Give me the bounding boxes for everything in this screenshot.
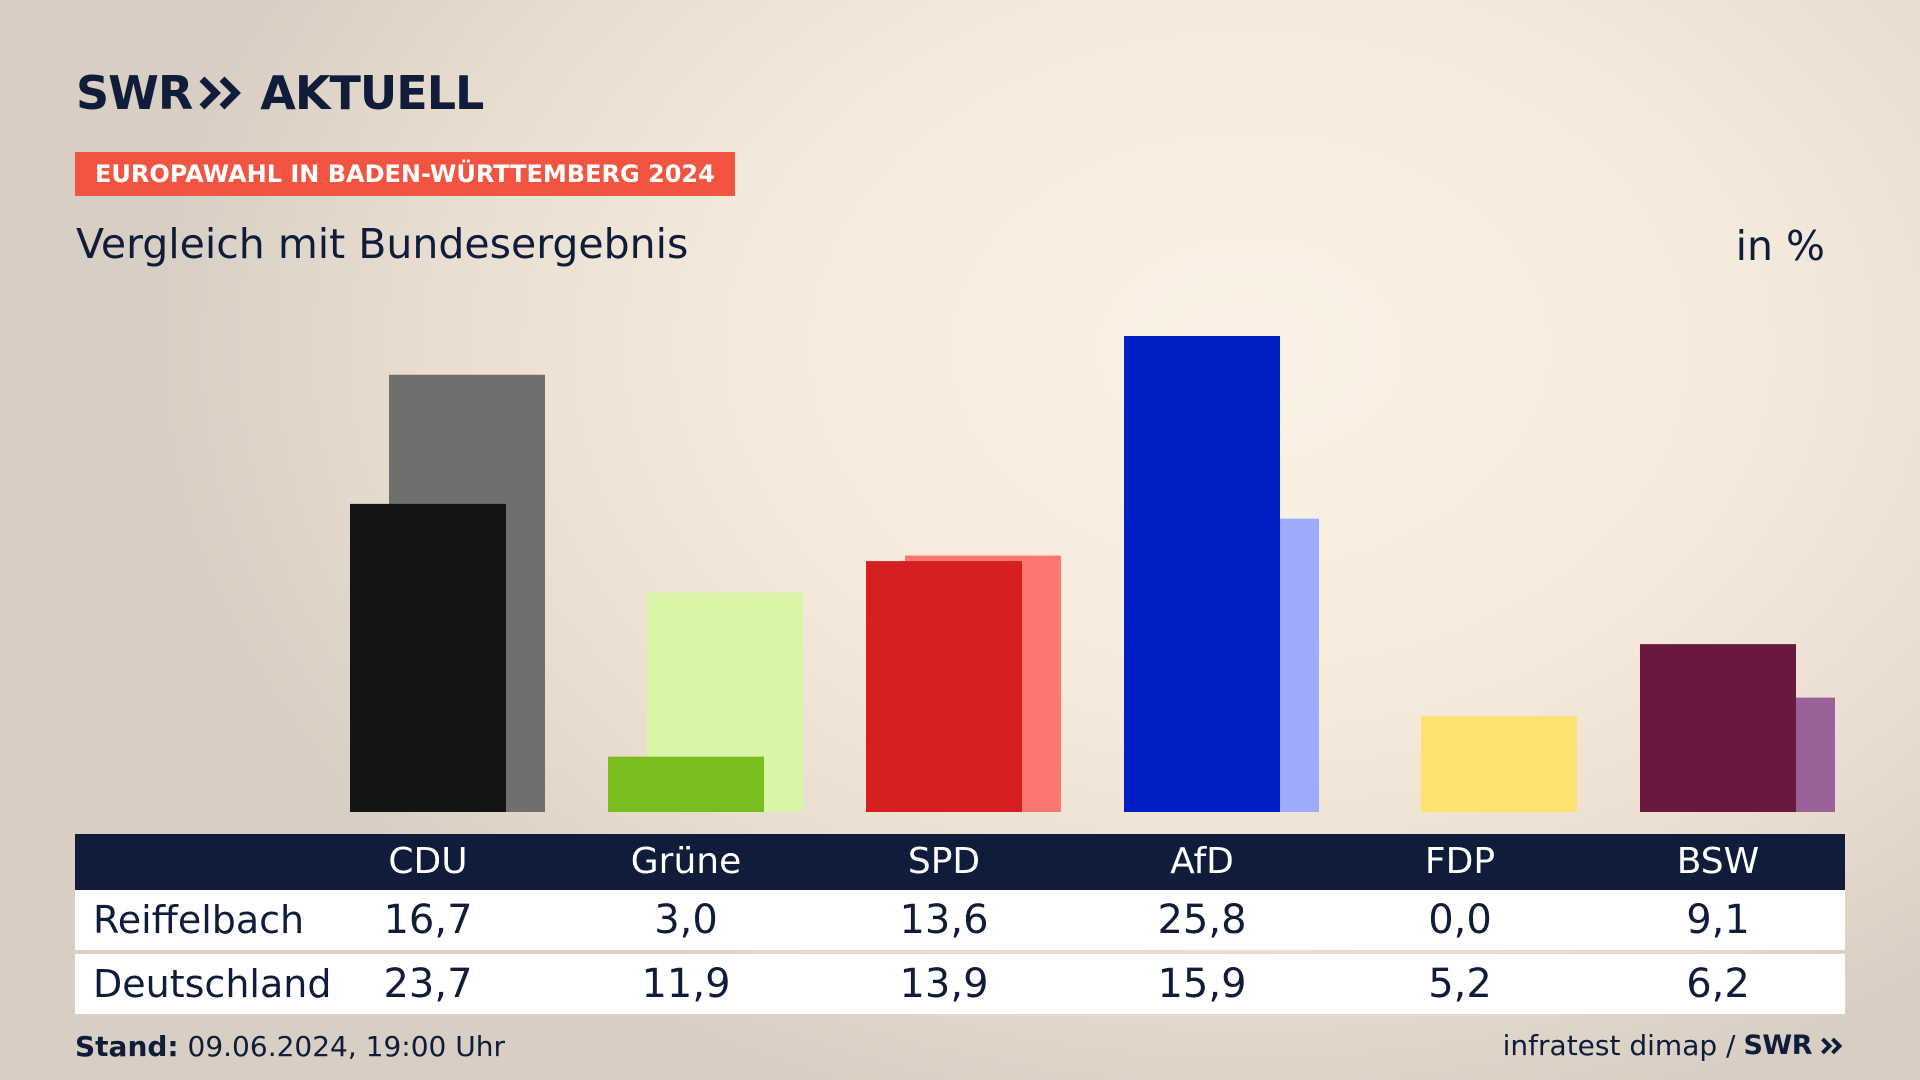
- timestamp: Stand: 09.06.2024, 19:00 Uhr: [75, 1030, 505, 1063]
- source-text: infratest dimap /: [1502, 1029, 1736, 1062]
- data-label: 3,0: [654, 897, 718, 943]
- brand-section: AKTUELL: [260, 66, 484, 120]
- data-label: 9,1: [1686, 897, 1750, 943]
- column-header: SPD: [907, 841, 981, 882]
- data-label: 23,7: [383, 961, 473, 1007]
- bar-chart: [350, 336, 1835, 812]
- bar-deutschland-fdp: [1421, 716, 1577, 812]
- column-header: Grüne: [630, 841, 742, 882]
- chevron-double-icon: [199, 76, 242, 110]
- bar-reiffelbach-cdu: [350, 503, 506, 812]
- data-label: 15,9: [1157, 961, 1247, 1007]
- bar-reiffelbach-spd: [866, 561, 1022, 812]
- data-label: 5,2: [1428, 961, 1492, 1007]
- column-header: AfD: [1170, 841, 1234, 882]
- table-row: Deutschland 23,7 11,9 13,9 15,9 5,2 6,2: [75, 954, 1845, 1014]
- column-header: BSW: [1676, 841, 1760, 882]
- stand-value: 09.06.2024, 19:00 Uhr: [187, 1030, 505, 1063]
- row-label: Deutschland: [93, 962, 332, 1006]
- bar-reiffelbach-bsw: [1640, 644, 1796, 812]
- swr-aktuell-logo: SWR AKTUELL: [76, 66, 484, 120]
- data-label: 11,9: [641, 961, 731, 1007]
- column-header: CDU: [388, 841, 468, 882]
- data-label: 16,7: [383, 897, 473, 943]
- bar-reiffelbach-afd: [1124, 336, 1280, 812]
- data-label: 6,2: [1686, 961, 1750, 1007]
- unit-label: in %: [1735, 222, 1825, 270]
- source-brand: SWR: [1743, 1030, 1812, 1061]
- data-label: 25,8: [1157, 897, 1247, 943]
- stand-label: Stand:: [75, 1030, 179, 1063]
- row-label: Reiffelbach: [93, 898, 305, 942]
- election-kicker: EUROPAWAHL IN BADEN-WÜRTTEMBERG 2024: [75, 152, 735, 196]
- data-label: 13,6: [899, 897, 989, 943]
- bar-reiffelbach-grüne: [608, 756, 764, 812]
- data-label: 13,9: [899, 961, 989, 1007]
- chart-subtitle: Vergleich mit Bundesergebnis: [76, 220, 689, 268]
- data-label: 0,0: [1428, 897, 1492, 943]
- source-credit: infratest dimap / SWR: [1503, 1029, 1844, 1062]
- results-table: CDU Grüne SPD AfD FDP BSW Reiffelbach 16,7 3,0…: [75, 834, 1845, 1014]
- brand-name: SWR: [76, 66, 193, 120]
- table-header: CDU Grüne SPD AfD FDP BSW: [75, 834, 1845, 890]
- column-header: FDP: [1424, 841, 1496, 882]
- table-row: Reiffelbach 16,7 3,0 13,6 25,8 0,0 9,1: [75, 890, 1845, 950]
- chevron-double-icon: [1821, 1037, 1843, 1054]
